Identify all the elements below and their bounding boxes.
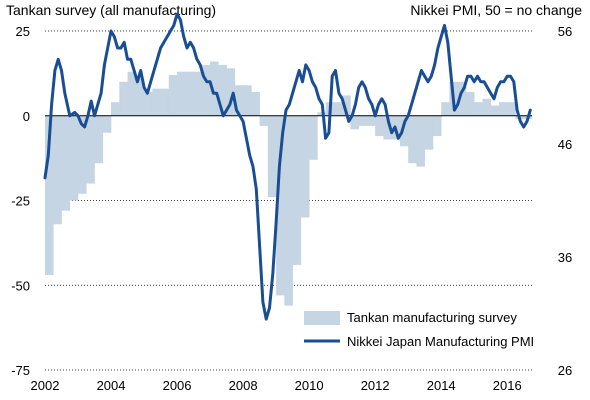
left-axis-title: Tankan survey (all manufacturing) [6, 2, 217, 18]
right-tick-label: 56 [558, 24, 572, 39]
tankan-bar [507, 102, 516, 116]
tankan-bar [490, 105, 500, 116]
left-axis-ticks: 25 0 -25 -50 -75 [11, 24, 30, 378]
tankan-bar [457, 81, 467, 116]
left-tick-label: 25 [16, 24, 30, 39]
tankan-bar [366, 115, 376, 126]
tankan-bar [317, 112, 326, 116]
tankan-bar [243, 85, 252, 116]
x-tick-label: 2014 [427, 378, 456, 393]
tankan-bar [144, 92, 153, 116]
tankan-bar [292, 115, 302, 265]
legend-bars-label: Tankan manufacturing survey [347, 310, 517, 325]
left-tick-label: -25 [11, 194, 30, 209]
tankan-bar [276, 115, 285, 296]
tankan-bar [193, 71, 203, 116]
tankan-bar [210, 61, 219, 116]
tankan-bar [416, 115, 425, 167]
tankan-bar [375, 115, 384, 137]
tankan-bar [333, 102, 343, 116]
tankan-bar [259, 115, 269, 126]
tankan-bar [432, 115, 442, 137]
x-axis-ticks: 2002 2004 2006 2008 2010 2012 2014 2016 [31, 378, 522, 393]
tankan-bar [342, 95, 351, 116]
tankan-bar [201, 64, 211, 116]
tankan-bar [168, 75, 178, 116]
right-axis-title: Nikkei PMI, 50 = no change [410, 2, 582, 18]
right-tick-label: 26 [558, 363, 572, 378]
tankan-bar [474, 102, 483, 116]
tankan-bar [185, 71, 194, 116]
tankan-bar [441, 102, 450, 116]
tankan-bar [408, 115, 417, 164]
left-tick-label: 0 [23, 109, 30, 124]
tankan-bars [45, 61, 533, 306]
tankan-bar [119, 81, 128, 116]
pmi-line [43, 12, 532, 321]
tankan-bar [45, 115, 54, 276]
tankan-bar [350, 115, 359, 130]
tankan-bar [399, 115, 409, 147]
x-tick-label: 2010 [295, 378, 324, 393]
tankan-bar [152, 88, 161, 116]
x-tick-label: 2016 [493, 378, 522, 393]
legend-line-label: Nikkei Japan Manufacturing PMI [347, 334, 534, 349]
right-axis-ticks: 56 46 36 26 [558, 24, 572, 378]
tankan-bar [284, 115, 293, 306]
tankan-bar [135, 78, 145, 116]
right-tick-label: 36 [558, 250, 572, 265]
tankan-bar [482, 98, 492, 116]
tankan-bar [177, 71, 186, 116]
tankan-bar [218, 64, 227, 116]
tankan-bar [127, 71, 137, 116]
tankan-bar [383, 115, 392, 140]
tankan-bar [234, 85, 244, 116]
tankan-bar [94, 115, 104, 164]
tankan-bar [465, 92, 475, 116]
tankan-bar [358, 115, 368, 126]
x-tick-label: 2002 [31, 378, 60, 393]
tankan-bar [300, 115, 310, 218]
tankan-bar [86, 115, 95, 184]
legend-bars-swatch [304, 311, 340, 325]
tankan-bar [226, 68, 236, 116]
tankan-bar [251, 92, 260, 116]
x-tick-label: 2006 [163, 378, 192, 393]
left-tick-label: -75 [11, 363, 30, 378]
tankan-bar [102, 115, 112, 133]
legend: Tankan manufacturing survey Nikkei Japan … [304, 310, 534, 349]
tankan-bar [69, 115, 79, 201]
tankan-bar [309, 115, 318, 160]
tankan-bar [498, 102, 508, 116]
x-tick-label: 2012 [361, 378, 390, 393]
tankan-bar [53, 115, 62, 225]
tankan-bar [267, 115, 277, 198]
pmi-series-line [43, 12, 532, 321]
tankan-bar [160, 88, 170, 116]
x-tick-label: 2004 [97, 378, 126, 393]
tankan-bar [111, 102, 120, 116]
tankan-bar [424, 115, 434, 150]
right-tick-label: 46 [558, 137, 572, 152]
tankan-bar [61, 115, 71, 211]
tankan-bar [78, 115, 87, 194]
x-tick-label: 2008 [229, 378, 258, 393]
left-tick-label: -50 [11, 278, 30, 293]
